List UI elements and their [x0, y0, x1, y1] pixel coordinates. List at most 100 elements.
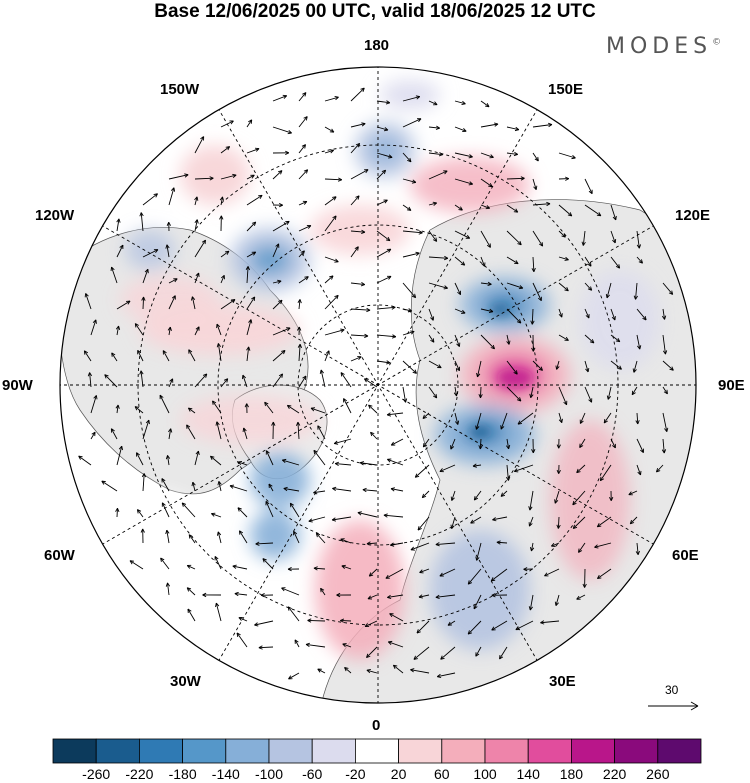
- wind-vector: [454, 230, 470, 239]
- wind-vector: [506, 256, 519, 265]
- wind-vector: [272, 373, 283, 388]
- wind-vector: [490, 568, 508, 582]
- wind-vector: [636, 542, 639, 555]
- wind-vector: [428, 308, 434, 321]
- wind-vector: [187, 608, 196, 622]
- wind-vector-head: [188, 534, 193, 539]
- lon-label-60w: 60W: [44, 547, 75, 564]
- wind-vector: [137, 350, 144, 362]
- wind-vector-head: [169, 378, 174, 383]
- wind-vector-head: [432, 393, 438, 399]
- wind-vector: [246, 194, 263, 206]
- wind-vector: [324, 350, 330, 362]
- wind-vector-head: [200, 136, 205, 141]
- wind-vector-head: [217, 481, 222, 486]
- wind-vector: [467, 620, 482, 635]
- wind-vector-head: [287, 606, 292, 611]
- wind-vector: [610, 438, 616, 449]
- wind-vector: [473, 594, 482, 610]
- wind-vector: [192, 482, 196, 492]
- wind-vector: [161, 478, 170, 492]
- wind-vector: [140, 212, 144, 232]
- wind-vector-head: [340, 618, 345, 623]
- wind-vector-head: [287, 566, 292, 572]
- wind-vector-head: [418, 594, 423, 599]
- wind-vector: [217, 531, 222, 544]
- wind-vector: [435, 594, 456, 598]
- wind-vector-head: [136, 452, 140, 457]
- wind-vector-head: [329, 128, 335, 133]
- wind-vector-head: [513, 370, 518, 375]
- wind-vector-head: [141, 473, 147, 478]
- wind-vector: [376, 199, 388, 206]
- wind-vector-head: [599, 476, 605, 482]
- wind-vector: [514, 464, 534, 472]
- wind-vector: [142, 296, 145, 310]
- wind-vector-head: [587, 262, 592, 267]
- wind-vector: [557, 516, 560, 529]
- wind-vector: [454, 282, 461, 295]
- wind-vector-head: [419, 569, 424, 574]
- wind-vector-head: [313, 449, 318, 455]
- wind-vector: [350, 143, 360, 154]
- wind-vector: [376, 230, 391, 242]
- wind-vector-head: [201, 239, 206, 245]
- wind-vector: [362, 489, 378, 492]
- colorbar-swatch: [182, 738, 227, 764]
- wind-vector-head: [271, 421, 276, 426]
- wind-vector-head: [186, 587, 192, 592]
- wind-vector: [376, 248, 392, 258]
- wind-vector: [451, 490, 456, 501]
- wind-vector-head: [344, 666, 349, 672]
- lon-label-90w: 90W: [2, 377, 33, 394]
- wind-vector-head: [219, 196, 224, 201]
- wind-vector-head: [202, 592, 207, 598]
- wind-vector-head: [436, 673, 442, 679]
- wind-vector: [324, 178, 342, 181]
- wind-vector-head: [513, 468, 519, 473]
- wind-vector: [558, 230, 566, 238]
- wind-vector-head: [588, 189, 593, 195]
- wind-vector: [610, 334, 621, 343]
- wind-vector-head: [302, 92, 307, 97]
- wind-vector-head: [662, 350, 668, 355]
- wind-vector: [597, 516, 612, 528]
- wind-vector: [506, 204, 519, 213]
- wind-vector-head: [461, 100, 466, 105]
- wind-vector-head: [186, 424, 191, 429]
- wind-vector: [342, 643, 352, 648]
- wind-vector-head: [505, 476, 511, 481]
- wind-vector: [584, 386, 593, 403]
- wind-vector-head: [268, 483, 273, 489]
- wind-vector-head: [165, 455, 171, 460]
- wind-vector: [168, 278, 178, 284]
- wind-vector-head: [514, 260, 519, 265]
- wind-vector: [140, 370, 144, 388]
- wind-vector: [376, 334, 396, 338]
- wind-vector-head: [319, 369, 324, 374]
- wind-vector: [188, 349, 196, 362]
- wind-vector: [572, 516, 586, 529]
- wind-vector: [229, 485, 248, 492]
- wind-vector-head: [258, 645, 263, 650]
- wind-vector: [385, 568, 404, 579]
- wind-vector: [428, 282, 448, 289]
- wind-vector-head: [215, 602, 220, 608]
- wind-vector-head: [140, 528, 145, 533]
- wind-vector: [246, 296, 256, 310]
- wind-vector-head: [457, 290, 462, 296]
- wind-vector-head: [388, 154, 393, 159]
- wind-vector-head: [594, 544, 599, 549]
- wind-vector-head: [453, 391, 459, 397]
- wind-vector: [558, 412, 563, 423]
- colorbar-swatch: [268, 738, 313, 764]
- wind-vector: [298, 144, 306, 154]
- wind-vector: [576, 594, 586, 600]
- wind-vector-head: [385, 100, 391, 105]
- wind-vector: [421, 490, 430, 498]
- wind-vector: [317, 668, 326, 674]
- wind-vector: [265, 501, 274, 518]
- wind-vector-head: [435, 542, 440, 547]
- wind-vector: [454, 100, 466, 105]
- colorbar-tick-label: -220: [125, 766, 154, 782]
